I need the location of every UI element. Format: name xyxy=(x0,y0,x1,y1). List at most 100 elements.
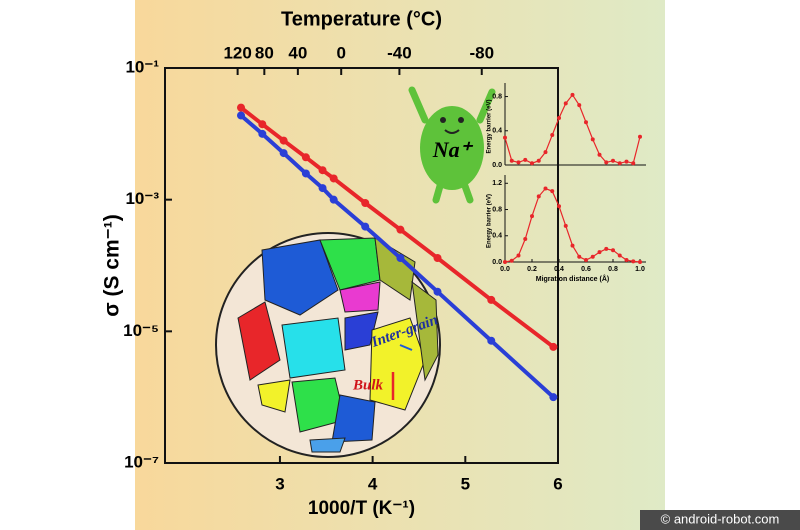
data-point xyxy=(638,260,642,264)
y-tick-label: 0.8 xyxy=(492,93,502,100)
data-point xyxy=(563,223,568,228)
data-point xyxy=(329,195,338,204)
data-point xyxy=(611,158,615,163)
y-tick-label: 0.8 xyxy=(492,206,502,213)
data-point xyxy=(318,184,327,193)
data-point xyxy=(597,250,602,255)
data-point xyxy=(584,258,588,263)
data-point xyxy=(516,253,521,258)
data-point xyxy=(631,161,636,166)
data-point xyxy=(604,160,609,165)
data-point xyxy=(487,336,496,345)
x-tick-label: 0.2 xyxy=(527,266,537,273)
data-point xyxy=(361,222,370,231)
data-point xyxy=(433,287,442,296)
y-tick-label: 10⁻¹ xyxy=(125,57,159,76)
data-point xyxy=(487,295,496,304)
y-tick-label: 10⁻⁷ xyxy=(124,452,159,471)
x2-tick-label: -80 xyxy=(469,43,494,62)
data-point xyxy=(279,149,288,158)
data-point xyxy=(543,186,548,191)
x2-tick-label: 120 xyxy=(223,43,251,62)
data-point xyxy=(301,153,310,162)
data-point xyxy=(396,253,405,262)
data-point xyxy=(550,189,555,194)
data-point xyxy=(329,174,338,183)
y-axis-label: σ (S cm⁻¹) xyxy=(101,214,124,316)
data-point xyxy=(536,158,541,163)
data-point xyxy=(523,237,528,242)
x-tick-label: 0.8 xyxy=(608,266,618,273)
y-tick-label: 0.0 xyxy=(492,162,502,169)
data-point xyxy=(536,194,541,199)
data-point xyxy=(617,161,622,166)
x2-tick-label: 40 xyxy=(288,43,307,62)
data-point xyxy=(557,204,561,209)
data-point xyxy=(624,258,629,263)
y-tick-label: 0.4 xyxy=(492,128,502,135)
data-point xyxy=(577,103,582,108)
y-tick-label: 0.4 xyxy=(492,233,502,240)
data-point xyxy=(590,137,595,142)
watermark-box xyxy=(640,510,800,530)
ion-label: Na⁺ xyxy=(432,137,474,162)
data-point xyxy=(516,160,521,165)
data-point xyxy=(301,169,310,178)
data-point xyxy=(433,253,442,262)
y-tick-label: 1.2 xyxy=(492,180,502,187)
data-point xyxy=(549,393,558,402)
data-point xyxy=(530,161,534,166)
data-point xyxy=(570,92,575,97)
data-point xyxy=(550,133,555,138)
data-point xyxy=(237,111,246,120)
data-point xyxy=(258,129,267,138)
y-tick-label: 10⁻³ xyxy=(125,189,159,208)
watermark: © android-robot.com xyxy=(661,511,780,526)
x-tick-label: 4 xyxy=(368,474,378,493)
y-axis-label: Energy barrier (eV) xyxy=(487,99,493,153)
x2-tick-label: 80 xyxy=(255,43,274,62)
x-tick-label: 0.6 xyxy=(581,266,591,273)
x2-tick-label: 0 xyxy=(336,43,345,62)
data-point xyxy=(557,115,561,120)
data-point xyxy=(530,214,534,219)
data-point xyxy=(549,342,558,351)
x-tick-label: 3 xyxy=(275,474,284,493)
x-axis-label: 1000/T (K⁻¹) xyxy=(308,498,415,519)
data-point xyxy=(509,158,514,163)
data-point xyxy=(318,166,327,175)
x-tick-label: 1.0 xyxy=(635,266,645,273)
data-point xyxy=(543,150,548,155)
data-point xyxy=(396,225,405,234)
y-tick-label: 10⁻⁵ xyxy=(123,321,159,340)
data-point xyxy=(611,248,615,253)
x2-tick-label: -40 xyxy=(387,43,412,62)
data-point xyxy=(503,135,507,140)
data-point xyxy=(570,243,575,248)
data-point xyxy=(258,120,267,129)
data-point xyxy=(279,136,288,145)
data-point xyxy=(237,103,246,112)
data-point xyxy=(631,259,636,264)
data-point xyxy=(563,101,568,106)
data-point xyxy=(503,260,507,264)
data-point xyxy=(604,246,609,251)
data-point xyxy=(624,159,629,164)
data-point xyxy=(590,254,595,259)
bulk-label: Bulk xyxy=(352,377,384,393)
data-point xyxy=(523,157,528,162)
data-point xyxy=(597,152,602,157)
y-axis-label: Energy barrier (eV) xyxy=(487,194,493,248)
data-point xyxy=(617,253,622,258)
x2-axis-label: Temperature (°C) xyxy=(281,8,442,30)
data-point xyxy=(361,198,370,207)
x-tick-label: 0.4 xyxy=(554,266,564,273)
data-point xyxy=(577,254,582,259)
grain-illustration xyxy=(215,232,441,458)
x-tick-label: 6 xyxy=(553,474,562,493)
mascot xyxy=(408,86,496,204)
x-axis-label: Migration distance (Å) xyxy=(536,274,610,283)
x-tick-label: 5 xyxy=(461,474,470,493)
plot-frame xyxy=(164,67,559,464)
